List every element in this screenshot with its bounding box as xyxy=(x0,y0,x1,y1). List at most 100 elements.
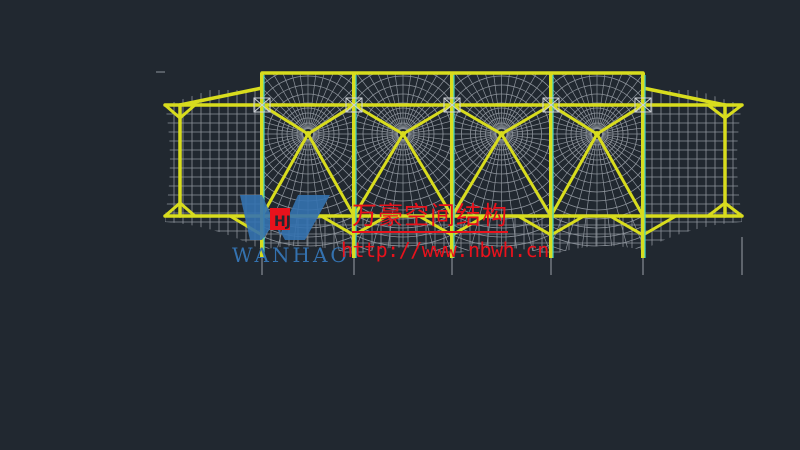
mesh-radial xyxy=(506,134,551,156)
mesh-radial xyxy=(406,73,452,131)
mesh-radial xyxy=(601,112,643,134)
mesh-radial xyxy=(503,73,551,130)
mesh-radial xyxy=(354,73,401,131)
cone-top-node xyxy=(594,131,600,137)
mesh-radial xyxy=(312,92,354,134)
mesh-radial xyxy=(354,134,399,156)
mesh-radial xyxy=(505,136,551,215)
mesh-radial xyxy=(452,73,499,131)
mesh-radial xyxy=(601,136,643,215)
mesh-radial xyxy=(452,73,500,130)
mesh-radial xyxy=(452,134,497,176)
mesh-radial xyxy=(599,137,643,255)
mesh-radial xyxy=(310,137,354,255)
mesh-radial xyxy=(262,137,306,255)
logo-lettering: WANHAO xyxy=(232,243,350,267)
mesh-radial xyxy=(551,136,594,232)
corner-brace xyxy=(164,201,196,218)
mesh-radial xyxy=(262,73,304,133)
mesh-radial xyxy=(506,92,551,134)
mesh-radial xyxy=(354,73,401,130)
mesh-radial xyxy=(504,73,551,131)
mesh-radial xyxy=(501,73,523,130)
mesh-radial xyxy=(354,92,399,134)
mesh-radial xyxy=(452,135,498,196)
column-node-box xyxy=(542,97,560,113)
mesh-radial xyxy=(266,73,308,130)
mesh-radial xyxy=(262,137,305,248)
column-node-box xyxy=(634,97,652,113)
mesh-radial xyxy=(575,73,597,130)
mesh-radial xyxy=(262,134,304,176)
right-rafter xyxy=(641,86,727,107)
mesh-radial xyxy=(312,73,354,133)
mesh-radial xyxy=(600,73,643,132)
mesh-radial xyxy=(506,112,551,134)
mesh-radial xyxy=(310,73,354,130)
svg-text:HJ: HJ xyxy=(274,214,291,230)
mesh-radial xyxy=(407,92,452,134)
mesh-radial xyxy=(354,137,401,255)
left-rafter xyxy=(178,86,264,107)
mesh-radial xyxy=(452,73,498,133)
corner-brace xyxy=(164,103,196,120)
mesh-radial xyxy=(601,73,643,133)
mesh-radial xyxy=(354,112,399,134)
column-node-box xyxy=(345,97,363,113)
cone-strut xyxy=(260,133,310,217)
cone-top-node xyxy=(400,131,406,137)
mesh-radial xyxy=(403,73,445,130)
column-node-cross xyxy=(443,97,461,113)
watermark-url: http://www.nbwh.cn xyxy=(341,238,549,262)
cone-strut xyxy=(401,133,454,217)
mesh-radial xyxy=(312,112,354,134)
mesh-radial xyxy=(311,73,354,131)
mesh-radial xyxy=(452,92,497,134)
mesh-radial xyxy=(597,73,619,130)
corner-brace xyxy=(707,103,743,120)
mesh-radial xyxy=(403,138,445,255)
mesh-radial xyxy=(599,73,643,131)
mesh-radial xyxy=(262,135,304,196)
mesh-radial xyxy=(505,136,551,232)
mesh-radial xyxy=(262,112,304,134)
mesh-radial xyxy=(381,73,403,130)
mesh-radial xyxy=(406,73,452,132)
mesh-radial xyxy=(354,73,400,132)
mesh-radial xyxy=(308,73,330,130)
watermark-company-name: 万豪空间结构 xyxy=(352,201,509,233)
cone-strut xyxy=(500,133,553,217)
mesh-radial xyxy=(601,92,643,134)
steel-frame xyxy=(163,71,744,258)
mesh-radial xyxy=(361,138,403,255)
mesh-radial xyxy=(502,138,544,255)
mesh-radial xyxy=(551,73,595,130)
mesh-radial xyxy=(601,134,643,156)
mesh-radial xyxy=(452,138,500,255)
cone-top-node xyxy=(305,131,311,137)
cone-strut xyxy=(352,133,405,217)
column-node-box xyxy=(443,97,461,113)
column-node-cross xyxy=(634,97,652,113)
mesh-radial xyxy=(600,137,643,248)
mesh-radial xyxy=(407,134,452,176)
mesh-radial xyxy=(407,135,452,196)
wanhao-logo: HJ xyxy=(240,195,330,240)
mesh-radial xyxy=(354,134,399,176)
mesh-radial xyxy=(601,135,643,196)
mesh-radial xyxy=(354,73,399,133)
mesh-radial xyxy=(452,137,499,255)
mesh-radial xyxy=(405,73,452,130)
mesh-radial xyxy=(504,137,551,255)
mesh-radial xyxy=(308,138,350,255)
mesh-radial xyxy=(405,137,452,255)
mesh-radial xyxy=(600,73,643,131)
mesh-radial xyxy=(262,136,305,232)
mesh-radial xyxy=(503,138,551,255)
mesh-radial xyxy=(311,137,354,248)
cone-strut xyxy=(549,133,599,217)
mesh-radial xyxy=(551,73,595,131)
mesh-radial xyxy=(452,136,498,215)
mesh-radial xyxy=(551,137,594,248)
